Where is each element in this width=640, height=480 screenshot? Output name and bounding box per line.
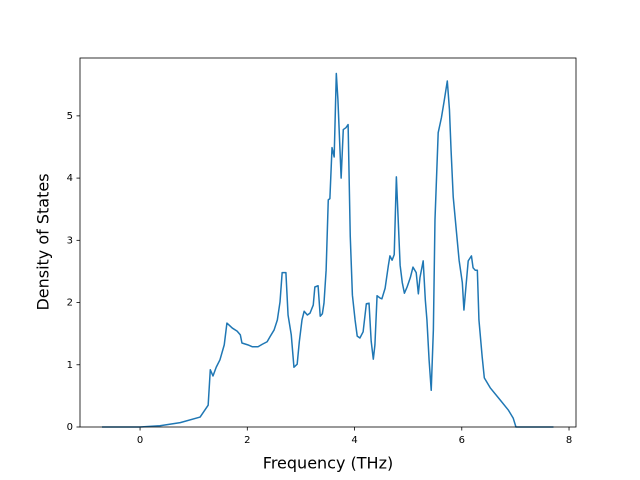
y-tick-label: 0 [67, 422, 73, 433]
y-tick-label: 2 [67, 298, 73, 309]
x-tick-label: 0 [137, 435, 143, 446]
y-tick-label: 4 [67, 173, 73, 184]
y-tick-label: 3 [67, 235, 73, 246]
y-tick-label: 5 [67, 111, 73, 122]
dos-line [101, 72, 554, 428]
x-tick-label: 2 [244, 435, 250, 446]
plot-frame [79, 57, 577, 428]
x-tick-label: 4 [351, 435, 357, 446]
x-tick-label: 8 [566, 435, 572, 446]
y-tick-label: 1 [67, 360, 73, 371]
x-tick-label: 6 [459, 435, 465, 446]
x-axis-label: Frequency (THz) [263, 454, 393, 473]
y-axis-label: Density of States [34, 173, 53, 310]
